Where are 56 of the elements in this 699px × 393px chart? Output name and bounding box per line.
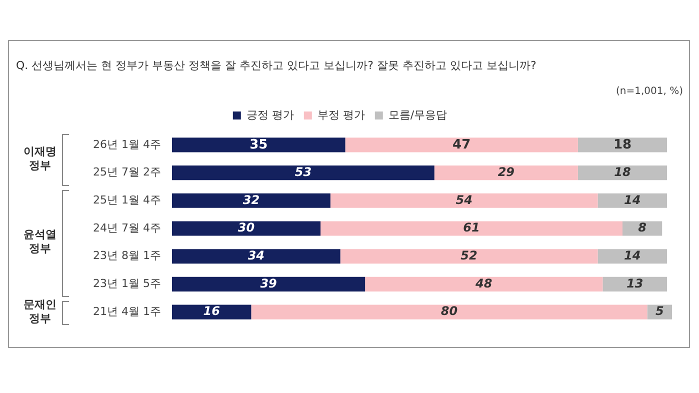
bar xyxy=(578,166,668,180)
legend-label: 긍정 평가 xyxy=(246,108,294,122)
bar xyxy=(172,221,321,236)
data-label: 13 xyxy=(626,276,644,290)
bar xyxy=(365,276,603,292)
data-label: 18 xyxy=(613,137,632,152)
data-label: 30 xyxy=(238,220,255,235)
bar xyxy=(598,249,668,264)
data-label: 34 xyxy=(248,248,265,262)
data-label: 39 xyxy=(260,276,277,290)
data-label: 32 xyxy=(242,192,260,207)
bar xyxy=(172,166,434,180)
y-tick-label: 24년 7월 4주 xyxy=(93,221,161,234)
bar xyxy=(578,138,668,152)
data-label: 54 xyxy=(456,192,472,207)
bar xyxy=(330,193,598,208)
bar xyxy=(172,249,340,264)
data-label: 8 xyxy=(638,220,646,235)
y-tick-label: 25년 7월 2주 xyxy=(93,166,161,179)
data-label: 14 xyxy=(624,192,641,207)
legend-label: 모름/무응답 xyxy=(388,108,448,122)
bar xyxy=(172,276,366,292)
bar xyxy=(622,221,662,236)
data-label: 48 xyxy=(474,276,492,290)
data-label: 18 xyxy=(614,164,631,179)
text: 이재명 정부 xyxy=(22,144,58,173)
y-tick-label: 23년 1월 5주 xyxy=(93,277,161,290)
data-label: 52 xyxy=(460,248,478,262)
chart-title: Q. 선생님께서는 현 정부가 부동산 정책을 잘 추진하고 있다고 보십니까? 잘못 추진하고 있다고 보십니까? xyxy=(16,58,536,73)
bar xyxy=(320,221,622,236)
data-label: 53 xyxy=(294,164,312,179)
bar xyxy=(172,193,330,208)
data-label: 29 xyxy=(498,164,515,179)
text: 윤석열 정부 xyxy=(22,228,58,256)
bar xyxy=(602,276,668,292)
bar xyxy=(172,304,252,320)
text: 문재인 정부 xyxy=(22,298,58,326)
bar xyxy=(598,193,668,208)
bar xyxy=(345,138,578,152)
y-tick-label: 26년 1월 4주 xyxy=(93,138,161,151)
bar xyxy=(172,138,346,152)
y-tick-label: 25년 1월 4주 xyxy=(93,194,161,206)
data-label: 35 xyxy=(250,137,268,152)
data-label: 14 xyxy=(624,248,641,262)
data-label: 80 xyxy=(440,304,458,318)
data-label: 5 xyxy=(655,304,664,318)
y-tick-label: 21년 4월 1주 xyxy=(93,304,161,318)
data-label: 47 xyxy=(452,137,471,152)
y-tick-label: 23년 8월 1주 xyxy=(93,249,161,262)
bar xyxy=(340,249,598,264)
data-label: 16 xyxy=(203,304,220,318)
bar xyxy=(434,166,578,180)
data-label: 61 xyxy=(463,220,480,235)
text: (n=1,001, %) xyxy=(616,86,683,97)
legend-label: 부정 평가 xyxy=(317,108,365,122)
bar xyxy=(251,304,648,320)
